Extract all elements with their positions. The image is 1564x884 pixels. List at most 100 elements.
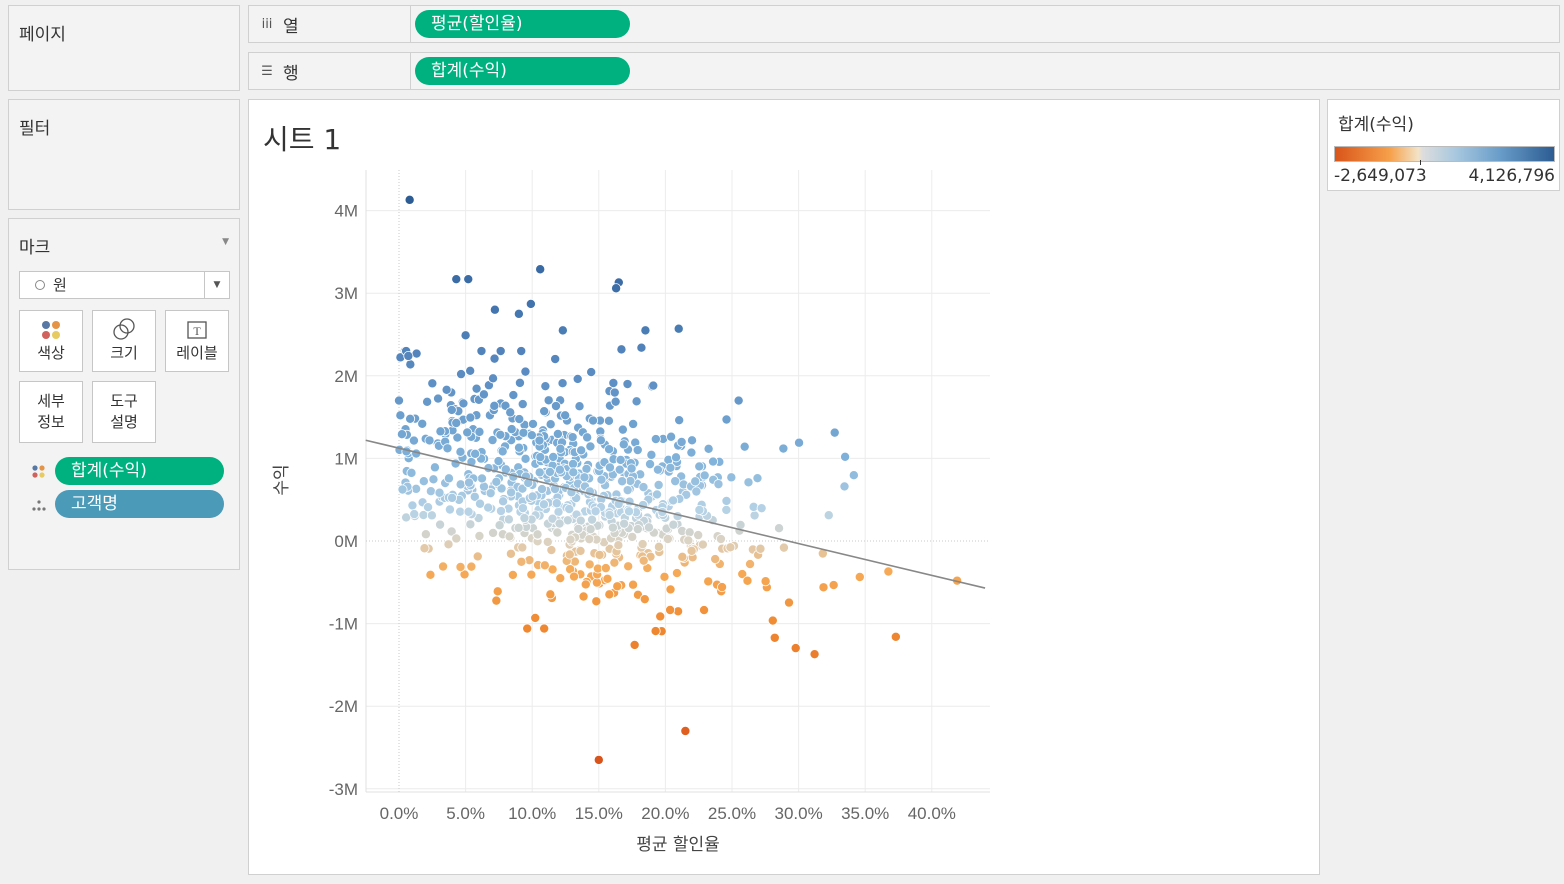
pages-panel[interactable]: 페이지 — [8, 5, 240, 91]
x-tick-label: 0.0% — [380, 804, 419, 823]
data-point — [522, 623, 533, 634]
data-point — [627, 531, 638, 542]
label-button[interactable]: T 레이블 — [165, 310, 229, 372]
data-point — [778, 542, 789, 553]
tooltip-button[interactable]: 도구 설명 — [92, 381, 156, 443]
data-point — [603, 415, 614, 426]
data-point — [794, 437, 805, 448]
data-point — [600, 563, 611, 574]
data-point — [665, 584, 676, 595]
data-point — [677, 551, 688, 562]
data-point — [575, 545, 586, 556]
y-tick-label: 0M — [334, 532, 358, 551]
data-point — [584, 534, 595, 545]
marks-menu-icon[interactable]: ▼ — [222, 237, 229, 247]
columns-shelf[interactable]: iii 열 평균(할인율) — [248, 5, 1560, 43]
data-point — [671, 452, 682, 463]
data-point — [447, 492, 458, 503]
data-point — [568, 467, 579, 478]
detail-button[interactable]: 세부 정보 — [19, 381, 83, 443]
filters-title: 필터 — [19, 119, 51, 139]
data-point — [491, 595, 502, 606]
data-point — [425, 486, 436, 497]
data-point — [527, 491, 538, 502]
data-point — [784, 597, 795, 608]
x-tick-label: 20.0% — [641, 804, 689, 823]
size-button[interactable]: 크기 — [92, 310, 156, 372]
data-point — [532, 529, 543, 540]
data-point — [580, 579, 591, 590]
data-point — [465, 519, 476, 530]
rows-pill[interactable]: 합계(수익) — [415, 57, 630, 85]
rows-icon: ☰ — [261, 63, 273, 79]
data-point — [703, 576, 714, 587]
data-point — [525, 298, 536, 309]
data-point — [423, 502, 434, 513]
data-point — [564, 549, 575, 560]
data-point — [575, 515, 586, 526]
data-point — [442, 443, 453, 454]
data-point — [514, 377, 525, 388]
data-point — [507, 569, 518, 580]
data-point — [470, 448, 481, 459]
tooltip-button-label-1: 도구 — [110, 392, 138, 410]
color-button[interactable]: 색상 — [19, 310, 83, 372]
legend-max: 4,126,796 — [1468, 166, 1555, 186]
data-point — [518, 427, 529, 438]
data-point — [472, 551, 483, 562]
data-point — [496, 506, 507, 517]
data-point — [395, 410, 406, 421]
data-point — [596, 474, 607, 485]
data-point — [456, 369, 467, 380]
data-point — [699, 470, 710, 481]
data-point — [854, 571, 865, 582]
data-point — [491, 476, 502, 487]
data-point — [455, 506, 466, 517]
data-point — [625, 475, 636, 486]
color-pill-profit[interactable]: 합계(수익) — [55, 457, 224, 485]
data-point — [433, 393, 444, 404]
mark-type-dropdown[interactable]: 원 ▼ — [19, 271, 230, 299]
data-point — [458, 398, 469, 409]
columns-pill[interactable]: 평균(할인율) — [415, 10, 630, 38]
legend-min: -2,649,073 — [1334, 166, 1427, 186]
x-tick-label: 10.0% — [508, 804, 556, 823]
data-point — [538, 499, 549, 510]
data-point — [534, 467, 545, 478]
data-point — [648, 380, 659, 391]
data-point — [618, 439, 629, 450]
detail-pill-customer[interactable]: 고객명 — [55, 490, 224, 518]
color-legend[interactable]: 합계(수익) -2,649,073 4,126,796 — [1327, 99, 1560, 191]
data-point — [506, 487, 517, 498]
data-point — [602, 573, 613, 584]
data-point — [703, 443, 714, 454]
data-point — [543, 395, 554, 406]
data-point — [451, 274, 462, 285]
data-point — [829, 427, 840, 438]
data-point — [519, 513, 530, 524]
data-point — [564, 504, 575, 515]
data-point — [496, 483, 507, 494]
data-point — [726, 472, 737, 483]
legend-zero-marker — [1420, 160, 1421, 165]
data-point — [632, 445, 643, 456]
data-point — [446, 526, 457, 537]
data-point — [653, 541, 664, 552]
filters-panel[interactable]: 필터 — [8, 99, 240, 210]
data-point — [554, 518, 565, 529]
data-point — [708, 456, 719, 467]
chevron-down-icon[interactable]: ▼ — [204, 272, 229, 298]
data-point — [637, 539, 648, 550]
data-point — [552, 428, 563, 439]
data-point — [609, 387, 620, 398]
data-point — [434, 487, 445, 498]
data-point — [742, 575, 753, 586]
x-tick-label: 15.0% — [575, 804, 623, 823]
data-point — [585, 524, 596, 535]
data-point — [455, 446, 466, 457]
y-tick-label: -1M — [329, 615, 358, 634]
rows-shelf[interactable]: ☰ 행 합계(수익) — [248, 52, 1560, 90]
data-point — [471, 383, 482, 394]
y-axis-title: 수익 — [272, 464, 292, 495]
